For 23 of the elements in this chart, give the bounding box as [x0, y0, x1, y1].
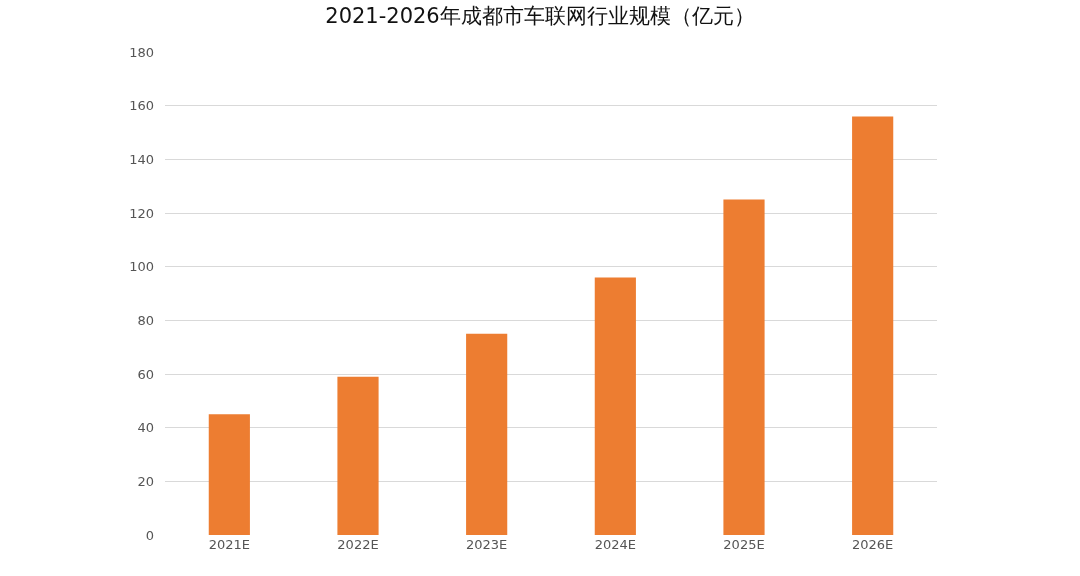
- bar: [852, 116, 894, 535]
- chart-title: 2021-2026年成都市车联网行业规模（亿元）: [325, 4, 755, 29]
- y-tick-label: 80: [137, 312, 154, 328]
- x-tick-label: 2023E: [466, 537, 508, 552]
- y-tick-label: 120: [129, 205, 154, 221]
- x-tick-label: 2026E: [852, 537, 894, 552]
- y-tick-label: 0: [145, 527, 154, 543]
- y-tick-label: 20: [137, 473, 154, 489]
- y-tick-label: 140: [129, 151, 154, 167]
- y-tick-label: 160: [129, 98, 154, 114]
- y-tick-label: 180: [129, 44, 154, 60]
- x-tick-label: 2021E: [208, 537, 250, 552]
- y-tick-label: 40: [137, 420, 154, 436]
- bar: [723, 199, 765, 535]
- bar: [466, 333, 508, 535]
- y-tick-label: 100: [129, 259, 154, 275]
- y-tick-label: 60: [137, 366, 154, 382]
- bar: [337, 376, 379, 535]
- x-tick-label: 2022E: [337, 537, 379, 552]
- bar: [594, 277, 636, 535]
- x-tick-label: 2024E: [594, 537, 636, 552]
- x-tick-label: 2025E: [723, 537, 765, 552]
- bar: [208, 414, 250, 535]
